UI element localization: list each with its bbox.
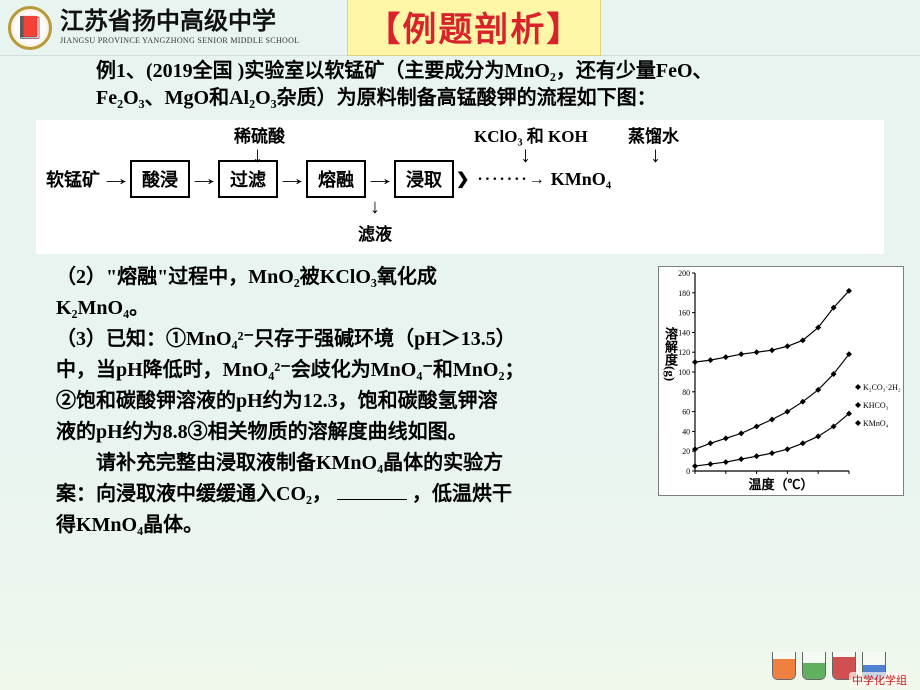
flow-step-box: 浸取: [394, 160, 454, 198]
svg-text:200: 200: [678, 269, 690, 278]
flow-dots: ❯ ·······→: [454, 169, 549, 189]
svg-text:40: 40: [682, 427, 690, 436]
svg-text:140: 140: [678, 328, 690, 337]
school-name-block: 江苏省扬中高级中学 JIANGSU PROVINCE YANGZHONG SEN…: [60, 10, 299, 44]
svg-text:60: 60: [682, 408, 690, 417]
para-4b-pre: 案：向浸取液中缓缓通入CO₂，: [56, 483, 332, 505]
para-3a: （3）已知：①MnO₄²⁻只存于强碱环境（pH＞13.5）: [56, 324, 652, 355]
school-name-en: JIANGSU PROVINCE YANGZHONG SENIOR MIDDLE…: [60, 36, 299, 45]
para-4b: 案：向浸取液中缓缓通入CO₂， ，低温烘干: [56, 479, 652, 510]
para-4b-post: ，低温烘干: [412, 483, 512, 505]
para-4c: 得KMnO₄晶体。: [56, 510, 652, 541]
down-arrow-icon: ↓: [650, 142, 661, 168]
answer-blank[interactable]: [337, 480, 407, 500]
intro-line-1: 例1、(2019全国 )实验室以软锰矿（主要成分为MnO₂，还有少量FeO、: [96, 58, 896, 85]
right-arrow-icon: →: [182, 168, 227, 191]
right-arrow-icon: →: [94, 168, 139, 191]
school-logo: 📕: [8, 6, 52, 50]
lower-section: （2）"熔融"过程中，MnO₂被KClO₃氧化成 K₂MnO₄。 （3）已知：①…: [0, 258, 920, 541]
beaker-icon: [772, 652, 796, 680]
svg-text:K₂CO₃·2H₂O: K₂CO₃·2H₂O: [863, 383, 901, 392]
svg-text:20: 20: [682, 447, 690, 456]
right-arrow-icon: →: [358, 168, 403, 191]
corner-label: 中学化学组: [849, 672, 910, 688]
example-intro: 例1、(2019全国 )实验室以软锰矿（主要成分为MnO₂，还有少量FeO、 F…: [0, 56, 920, 112]
para-3d: 液的pH约为8.8③相关物质的溶解度曲线如图。: [56, 417, 652, 448]
svg-text:KHCO₃: KHCO₃: [863, 401, 889, 410]
solubility-chart: 溶解度(g) 020406080100120140160180200 K₂CO₃…: [658, 266, 904, 496]
chart-plot-area: 020406080100120140160180200: [695, 273, 849, 471]
chart-x-label: 温度（℃）: [659, 474, 903, 493]
svg-text:KMnO₄: KMnO₄: [863, 419, 889, 428]
chart-legend: K₂CO₃·2H₂O KHCO₃ KMnO₄: [849, 267, 901, 495]
svg-text:100: 100: [678, 368, 690, 377]
chart-y-label: 溶解度(g): [661, 327, 680, 381]
school-name-cn: 江苏省扬中高级中学: [60, 10, 299, 35]
slide-title: 【例题剖析】: [347, 0, 601, 56]
filtrate-label: 滤液: [358, 220, 392, 245]
down-arrow-icon: ↓: [252, 142, 263, 168]
beaker-icon: [862, 652, 886, 680]
slide-header: 📕 江苏省扬中高级中学 JIANGSU PROVINCE YANGZHONG S…: [0, 0, 920, 56]
beaker-icon: [802, 652, 826, 680]
svg-text:120: 120: [678, 348, 690, 357]
corner-decoration: 中学化学组: [766, 622, 916, 688]
svg-text:160: 160: [678, 309, 690, 318]
process-flow-diagram: 稀硫酸↓KClO₃ 和 KOH↓蒸馏水↓ 软锰矿→酸浸→过滤→熔融→浸取❯ ··…: [36, 120, 884, 254]
para-4a: 请补充完整由浸取液制备KMnO₄晶体的实验方: [56, 448, 652, 479]
down-arrow-icon: ↓: [520, 142, 531, 168]
para-2a: （2）"熔融"过程中，MnO₂被KClO₃氧化成: [56, 262, 652, 293]
flow-endpoint: KMnO₄: [549, 169, 613, 190]
beaker-icon: [832, 652, 856, 680]
logo-icon: 📕: [16, 15, 43, 41]
svg-text:180: 180: [678, 289, 690, 298]
intro-line-2: Fe₂O₃、MgO和Al₂O₃杂质）为原料制备高锰酸钾的流程如下图：: [96, 85, 896, 112]
svg-text:80: 80: [682, 388, 690, 397]
para-3b: 中，当pH降低时，MnO₄²⁻会歧化为MnO₄⁻和MnO₂；: [56, 355, 652, 386]
para-2b: K₂MnO₄。: [56, 293, 652, 324]
right-arrow-icon: →: [270, 168, 315, 191]
para-3c: ②饱和碳酸钾溶液的pH约为12.3，饱和碳酸氢钾溶: [56, 386, 652, 417]
down-arrow-icon: ↓: [370, 196, 380, 219]
question-text: （2）"熔融"过程中，MnO₂被KClO₃氧化成 K₂MnO₄。 （3）已知：①…: [56, 262, 652, 541]
